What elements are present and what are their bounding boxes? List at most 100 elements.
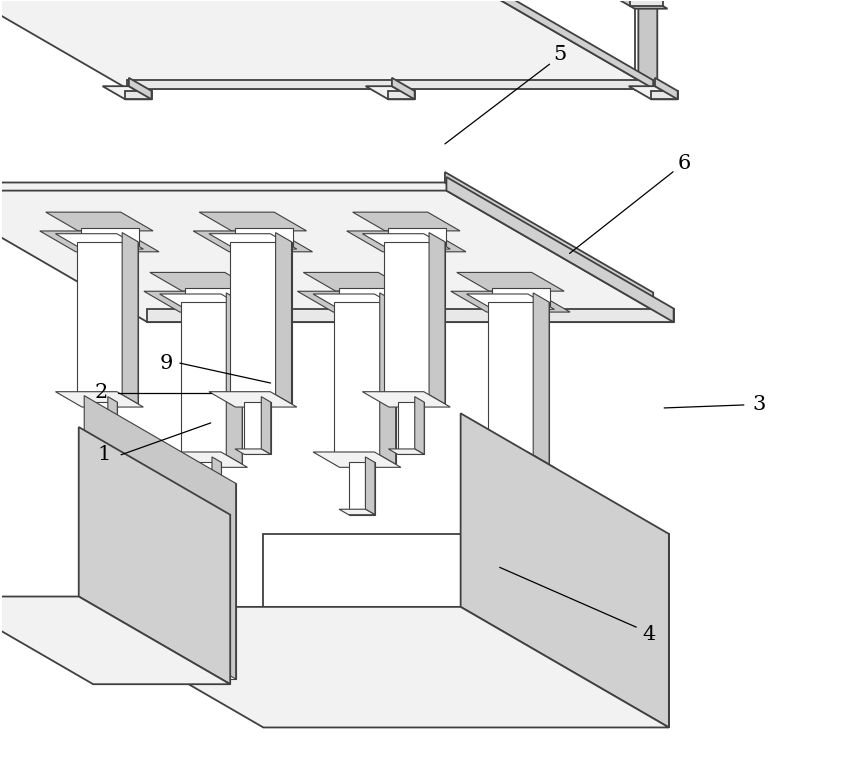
Polygon shape <box>492 509 528 514</box>
Polygon shape <box>199 212 306 231</box>
Text: 2: 2 <box>95 384 107 402</box>
Polygon shape <box>444 0 653 88</box>
Text: 4: 4 <box>641 625 655 644</box>
Polygon shape <box>81 449 117 454</box>
Polygon shape <box>91 402 117 454</box>
Polygon shape <box>0 0 653 88</box>
Polygon shape <box>502 463 528 514</box>
Polygon shape <box>313 452 400 467</box>
Polygon shape <box>346 231 466 252</box>
Polygon shape <box>380 293 395 464</box>
Polygon shape <box>149 272 257 291</box>
Polygon shape <box>630 0 662 6</box>
Polygon shape <box>125 91 151 99</box>
Polygon shape <box>380 6 403 90</box>
Polygon shape <box>93 514 230 684</box>
Polygon shape <box>84 395 235 679</box>
Polygon shape <box>375 0 408 6</box>
Polygon shape <box>491 288 549 308</box>
Polygon shape <box>55 392 143 407</box>
Polygon shape <box>313 294 400 309</box>
Polygon shape <box>334 302 395 464</box>
Polygon shape <box>148 309 673 322</box>
Text: 1: 1 <box>97 446 111 464</box>
Polygon shape <box>102 86 151 99</box>
Polygon shape <box>127 80 653 88</box>
Polygon shape <box>456 272 564 291</box>
Polygon shape <box>383 242 444 404</box>
Polygon shape <box>77 242 138 404</box>
Polygon shape <box>388 91 415 99</box>
Polygon shape <box>450 291 570 312</box>
Polygon shape <box>460 413 668 727</box>
Polygon shape <box>388 449 424 454</box>
Polygon shape <box>55 233 143 249</box>
Polygon shape <box>121 0 154 6</box>
Polygon shape <box>229 242 291 404</box>
Polygon shape <box>362 233 450 249</box>
Polygon shape <box>276 233 291 404</box>
Polygon shape <box>129 78 151 99</box>
Polygon shape <box>78 427 230 684</box>
Polygon shape <box>444 172 653 303</box>
Polygon shape <box>160 294 247 309</box>
Polygon shape <box>263 534 668 727</box>
Polygon shape <box>651 91 677 99</box>
Polygon shape <box>415 397 424 454</box>
Polygon shape <box>261 397 270 454</box>
Polygon shape <box>160 452 247 467</box>
Polygon shape <box>635 6 657 90</box>
Polygon shape <box>46 212 153 231</box>
Polygon shape <box>384 0 403 90</box>
Polygon shape <box>365 457 374 514</box>
Polygon shape <box>487 302 548 464</box>
Polygon shape <box>40 231 159 252</box>
Polygon shape <box>97 0 159 9</box>
Polygon shape <box>194 463 221 514</box>
Polygon shape <box>224 483 235 679</box>
Polygon shape <box>81 228 139 247</box>
Polygon shape <box>185 509 221 514</box>
Polygon shape <box>130 0 148 90</box>
Polygon shape <box>303 272 410 291</box>
Polygon shape <box>144 291 263 312</box>
Polygon shape <box>235 228 293 247</box>
Polygon shape <box>235 449 270 454</box>
Polygon shape <box>127 293 653 303</box>
Polygon shape <box>185 288 243 308</box>
Polygon shape <box>365 86 415 99</box>
Polygon shape <box>362 392 450 407</box>
Polygon shape <box>397 402 424 454</box>
Polygon shape <box>107 397 117 454</box>
Polygon shape <box>392 78 415 99</box>
Polygon shape <box>532 293 548 464</box>
Polygon shape <box>637 0 657 90</box>
Polygon shape <box>0 182 653 303</box>
Polygon shape <box>351 0 413 9</box>
Polygon shape <box>628 86 677 99</box>
Polygon shape <box>0 597 230 684</box>
Polygon shape <box>466 452 554 467</box>
Polygon shape <box>212 457 221 514</box>
Polygon shape <box>297 291 416 312</box>
Text: 3: 3 <box>751 395 764 414</box>
Text: 9: 9 <box>159 354 172 373</box>
Polygon shape <box>226 293 242 464</box>
Polygon shape <box>339 509 374 514</box>
Polygon shape <box>428 233 444 404</box>
Polygon shape <box>126 6 148 90</box>
Polygon shape <box>193 231 312 252</box>
Polygon shape <box>209 233 297 249</box>
Polygon shape <box>352 212 460 231</box>
Polygon shape <box>339 288 397 308</box>
Polygon shape <box>446 177 673 322</box>
Polygon shape <box>519 457 528 514</box>
Polygon shape <box>122 233 138 404</box>
Text: 5: 5 <box>552 45 566 63</box>
Text: 6: 6 <box>676 154 690 173</box>
Polygon shape <box>348 463 374 514</box>
Polygon shape <box>181 302 242 464</box>
Polygon shape <box>244 402 270 454</box>
Polygon shape <box>0 190 673 322</box>
Polygon shape <box>55 607 668 727</box>
